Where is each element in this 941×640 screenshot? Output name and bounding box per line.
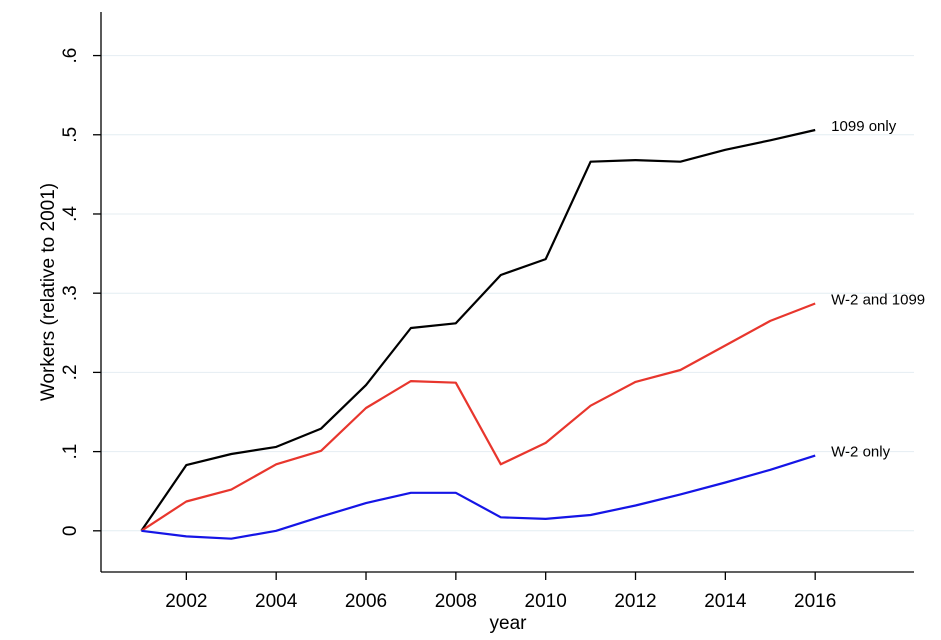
y-tick-label: 0 bbox=[60, 526, 81, 537]
series-line-1099-only bbox=[140, 128, 816, 532]
x-axis-title: year bbox=[490, 613, 528, 634]
x-tick-label: 2016 bbox=[794, 591, 836, 612]
y-axis-ticks: 0 .1 .2 .3 .4 .5 .6 bbox=[60, 48, 101, 536]
x-axis-ticks: 2002 2004 2006 2008 2010 2012 2014 2016 bbox=[165, 572, 836, 612]
x-tick-label: 2008 bbox=[435, 591, 477, 612]
y-tick-label: .5 bbox=[60, 127, 81, 143]
x-tick-label: 2010 bbox=[525, 591, 567, 612]
x-tick-label: 2014 bbox=[704, 591, 747, 612]
y-tick-label: .4 bbox=[60, 206, 81, 222]
y-tick-label: .2 bbox=[60, 364, 81, 380]
y-axis-title: Workers (relative to 2001) bbox=[38, 183, 59, 401]
series-lines bbox=[140, 128, 816, 540]
series-label-w-2-and-1099: W-2 and 1099 bbox=[831, 291, 925, 308]
series-line-w-2-and-1099 bbox=[140, 302, 816, 532]
x-tick-label: 2006 bbox=[345, 591, 387, 612]
y-tick-label: .3 bbox=[60, 285, 81, 301]
series-line-w-2-only bbox=[141, 454, 816, 540]
y-tick-label: .1 bbox=[60, 444, 81, 460]
x-tick-label: 2004 bbox=[255, 591, 298, 612]
x-tick-label: 2012 bbox=[614, 591, 656, 612]
x-tick-label: 2002 bbox=[165, 591, 207, 612]
series-labels: 1099 only W-2 and 1099 W-2 only bbox=[831, 118, 925, 461]
series-label-1099-only: 1099 only bbox=[831, 118, 897, 135]
series-label-w-2-only: W-2 only bbox=[831, 444, 890, 461]
axes bbox=[100, 12, 914, 573]
y-tick-label: .6 bbox=[60, 48, 81, 64]
gridlines bbox=[101, 55, 914, 532]
